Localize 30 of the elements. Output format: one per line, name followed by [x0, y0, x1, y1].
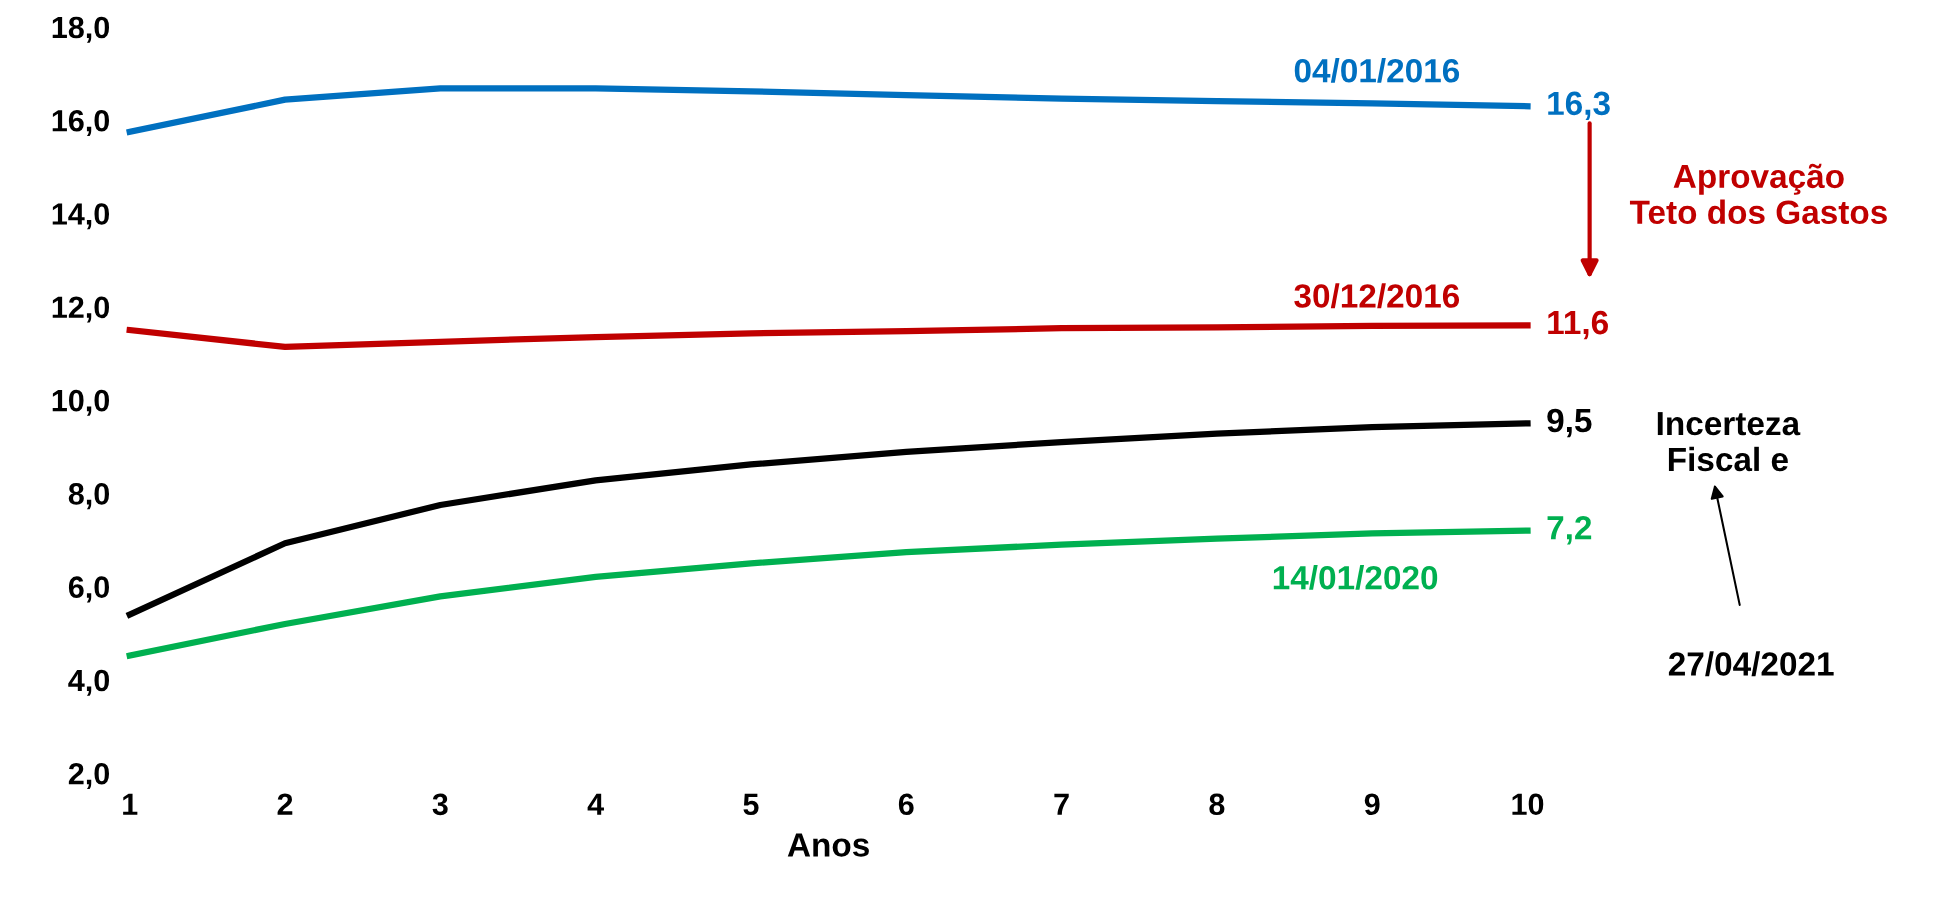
- data-label: 11,6: [1548, 310, 1608, 340]
- y-tick-label: 10,0: [52, 389, 110, 416]
- x-tick-label: 3: [432, 793, 448, 816]
- x-tick-label: 1: [123, 793, 138, 815]
- y-tick-label: 8,0: [68, 483, 110, 510]
- text: Aprovação Teto dos Gastos: [1629, 163, 1887, 225]
- x-tick-label: 9: [1364, 793, 1380, 816]
- y-tick-label: 4,0: [68, 669, 110, 696]
- y-tick-label: 14,0: [52, 203, 110, 230]
- y-tick-label: 2,0: [68, 762, 110, 790]
- series-label: 30/12/2016: [1294, 283, 1460, 309]
- data-label: 7,2: [1547, 516, 1592, 545]
- x-tick-label: 4: [587, 793, 604, 815]
- data-label: 16,3: [1548, 91, 1610, 120]
- text: 27/04/2021: [1668, 651, 1834, 677]
- x-tick-label: 10: [1512, 793, 1544, 816]
- x-tick-label: 8: [1209, 793, 1225, 816]
- x-axis-title: Anos: [787, 833, 869, 857]
- y-tick-label: 16,0: [52, 109, 110, 136]
- y-tick-label: 18,0: [52, 16, 110, 43]
- series-label: 04/01/2016: [1294, 58, 1460, 83]
- y-tick-label: 6,0: [68, 576, 110, 603]
- x-tick-label: 2: [277, 793, 293, 815]
- x-tick-label: 6: [898, 793, 914, 816]
- x-tick-label: 5: [743, 793, 759, 816]
- data-label: 9,5: [1547, 408, 1592, 438]
- series-label: 14/01/2020: [1273, 565, 1438, 590]
- text: Incerteza Fiscal e: [1657, 412, 1801, 472]
- x-tick-label: 7: [1054, 793, 1069, 815]
- y-tick-label: 12,0: [52, 296, 110, 323]
